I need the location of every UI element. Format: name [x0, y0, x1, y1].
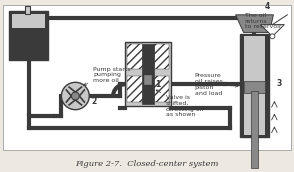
Bar	[240, 34, 269, 137]
Circle shape	[270, 34, 275, 39]
Polygon shape	[235, 15, 273, 32]
Text: 2: 2	[91, 97, 96, 106]
Bar	[144, 76, 152, 85]
Bar	[9, 11, 49, 60]
Text: 3: 3	[276, 79, 282, 88]
Bar	[250, 91, 258, 168]
Text: Figure 2-7.  Closed-center system: Figure 2-7. Closed-center system	[75, 160, 219, 168]
Circle shape	[71, 92, 79, 100]
Bar	[243, 81, 265, 93]
Bar	[154, 76, 169, 102]
Text: The oil
returns
to reservoir: The oil returns to reservoir	[245, 13, 281, 29]
Text: Pressure
oil raises
piston
and load: Pressure oil raises piston and load	[195, 73, 238, 96]
Bar	[125, 42, 171, 106]
Bar	[3, 5, 291, 150]
Bar	[127, 76, 143, 102]
Bar	[25, 6, 30, 14]
Text: Pump starts
pumping
more oil: Pump starts pumping more oil	[84, 67, 131, 85]
Bar	[154, 44, 169, 69]
Polygon shape	[260, 25, 284, 36]
Text: 1: 1	[155, 80, 160, 89]
Text: 4: 4	[264, 2, 270, 11]
Text: Valve is
shifted,
directing oil
as shown: Valve is shifted, directing oil as shown	[156, 90, 203, 117]
Bar	[127, 44, 143, 69]
Bar	[243, 36, 265, 135]
Bar	[12, 14, 46, 28]
Circle shape	[61, 82, 89, 110]
Bar	[142, 44, 154, 104]
